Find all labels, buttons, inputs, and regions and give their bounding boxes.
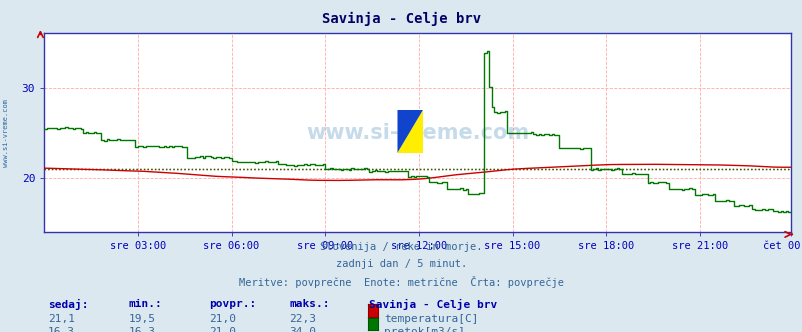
Text: Savinja - Celje brv: Savinja - Celje brv — [322, 12, 480, 26]
Text: www.si-vreme.com: www.si-vreme.com — [306, 123, 529, 143]
Text: www.si-vreme.com: www.si-vreme.com — [3, 99, 10, 167]
Text: 21,0: 21,0 — [209, 327, 236, 332]
Text: Slovenija / reke in morje.: Slovenija / reke in morje. — [320, 242, 482, 252]
Text: pretok[m3/s]: pretok[m3/s] — [383, 327, 464, 332]
Text: 16,3: 16,3 — [128, 327, 156, 332]
Text: 16,3: 16,3 — [48, 327, 75, 332]
Text: Savinja - Celje brv: Savinja - Celje brv — [369, 299, 497, 310]
Text: 22,3: 22,3 — [289, 314, 316, 324]
Polygon shape — [397, 110, 423, 153]
Text: 21,1: 21,1 — [48, 314, 75, 324]
Text: sedaj:: sedaj: — [48, 299, 88, 310]
Text: min.:: min.: — [128, 299, 162, 309]
Text: Meritve: povprečne  Enote: metrične  Črta: povprečje: Meritve: povprečne Enote: metrične Črta:… — [239, 276, 563, 288]
Text: 19,5: 19,5 — [128, 314, 156, 324]
Text: maks.:: maks.: — [289, 299, 329, 309]
Text: 34,0: 34,0 — [289, 327, 316, 332]
Text: 21,0: 21,0 — [209, 314, 236, 324]
Text: temperatura[C]: temperatura[C] — [383, 314, 478, 324]
Text: zadnji dan / 5 minut.: zadnji dan / 5 minut. — [335, 259, 467, 269]
Text: povpr.:: povpr.: — [209, 299, 256, 309]
Polygon shape — [397, 110, 423, 153]
